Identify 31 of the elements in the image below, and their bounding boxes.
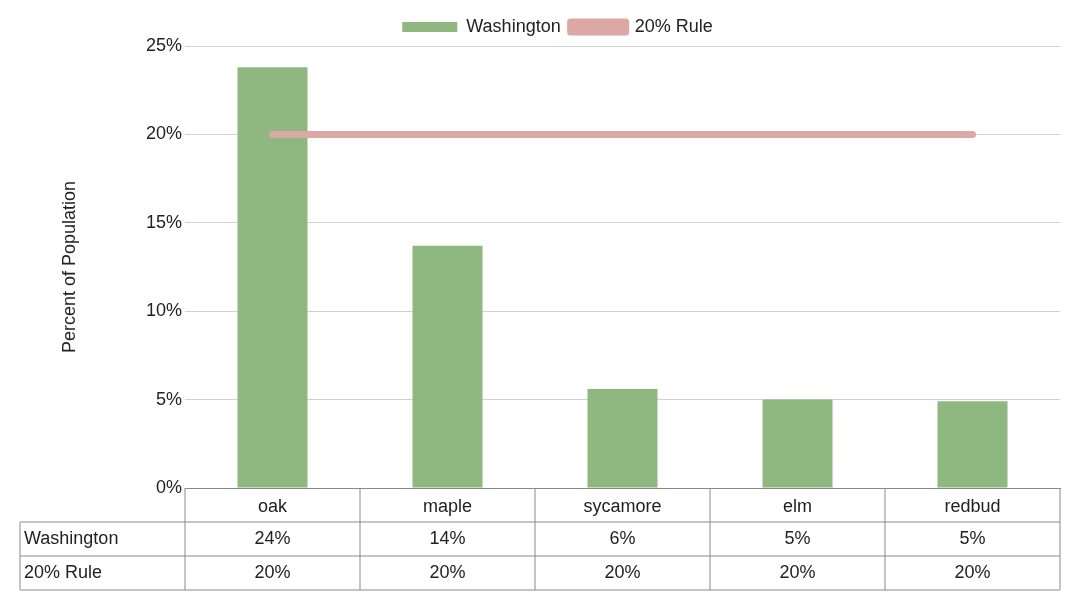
text: Washington xyxy=(24,527,119,548)
x-tick-label: redbud xyxy=(944,495,1001,516)
bar xyxy=(937,401,1008,488)
y-tick-label: 5% xyxy=(155,388,182,409)
y-axis-title: Percent of Population xyxy=(58,180,79,354)
data-label: 20% xyxy=(604,561,641,582)
data-label: 6% xyxy=(609,527,636,548)
legend-label: Washington xyxy=(466,15,561,36)
x-tick-label: maple xyxy=(422,495,473,516)
y-tick-label: 25% xyxy=(145,34,182,55)
y-tick-label: 10% xyxy=(145,300,182,321)
x-tick-label: sycamore xyxy=(583,495,662,516)
data-label: 14% xyxy=(429,527,466,548)
data-label: 24% xyxy=(254,527,291,548)
y-tick-label: 0% xyxy=(155,476,182,497)
y-tick-label: 20% xyxy=(145,123,182,144)
text: 20% Rule xyxy=(24,561,103,582)
bar xyxy=(762,399,833,488)
data-label: 20% xyxy=(779,561,816,582)
data-label: 20% xyxy=(254,561,291,582)
x-tick-label: elm xyxy=(782,495,813,516)
data-label: 5% xyxy=(959,527,986,548)
data-label: 20% xyxy=(954,561,991,582)
data-label: 20% xyxy=(429,561,466,582)
y-tick-label: 15% xyxy=(145,211,182,232)
data-label: 5% xyxy=(784,527,811,548)
bar xyxy=(587,388,658,488)
bar xyxy=(412,245,483,488)
bar xyxy=(237,67,308,488)
x-tick-label: oak xyxy=(257,495,289,516)
legend-label: 20% Rule xyxy=(634,15,713,36)
